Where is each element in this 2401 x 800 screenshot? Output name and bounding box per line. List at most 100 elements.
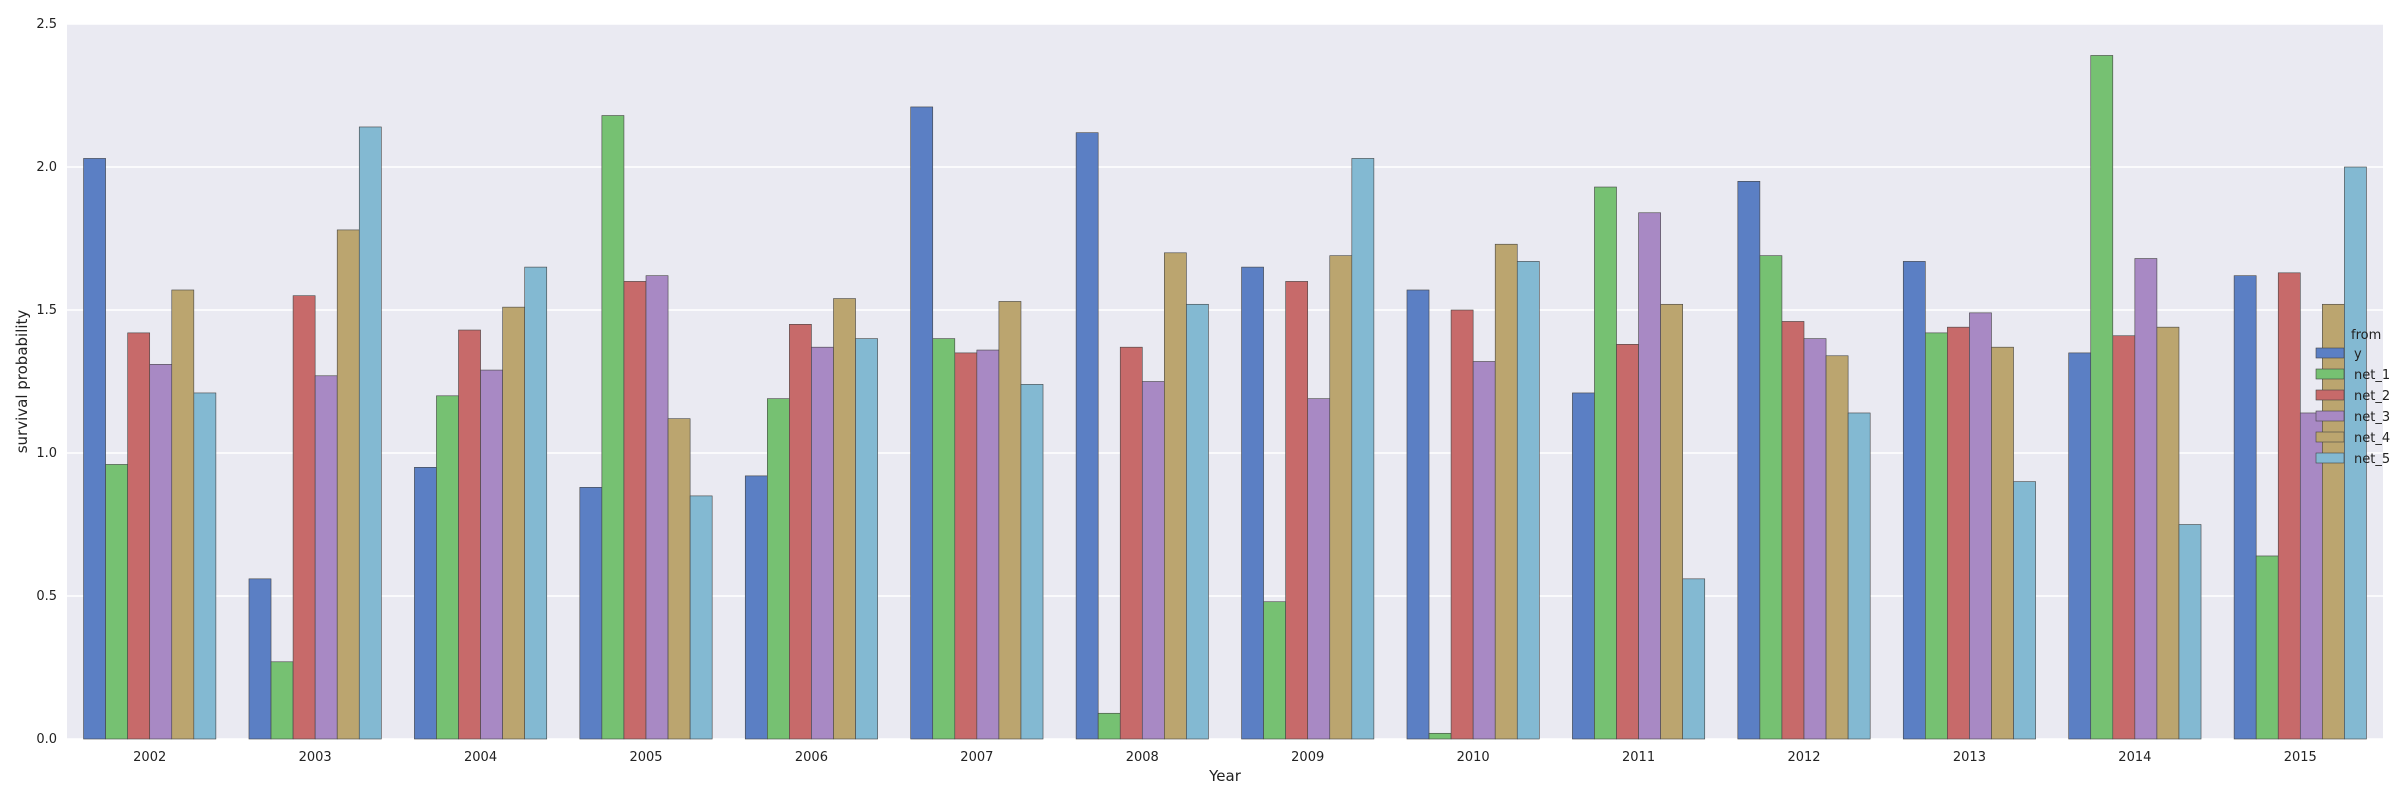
bar-net_2-2010 bbox=[1450, 309, 1474, 740]
bar-net_2-2012 bbox=[1781, 321, 1805, 740]
y-axis-ticks: 0.0 0.5 1.0 1.5 2.0 2.5 bbox=[36, 17, 57, 747]
y-tick-label: 1.5 bbox=[36, 303, 57, 318]
bar-y-2011 bbox=[1572, 392, 1595, 740]
legend-label-net_4: net_4 bbox=[2354, 431, 2390, 446]
bar-net_4-2007 bbox=[998, 301, 1022, 740]
legend-swatch-net_5 bbox=[2315, 452, 2345, 464]
bar-net_5-2003 bbox=[358, 126, 382, 740]
x-tick-label: 2006 bbox=[795, 750, 828, 765]
bar-y-2009 bbox=[1241, 266, 1264, 740]
legend-label-net_5: net_5 bbox=[2354, 452, 2390, 467]
bar-net_3-2006 bbox=[811, 346, 834, 740]
bar-net_5-2013 bbox=[2013, 481, 2036, 740]
bar-net_1-2004 bbox=[436, 395, 459, 740]
bar-net_4-2011 bbox=[1660, 303, 1683, 740]
bar-net_4-2009 bbox=[1329, 255, 1353, 740]
bar-net_2-2009 bbox=[1285, 281, 1309, 740]
bar-y-2004 bbox=[414, 466, 437, 740]
bar-net_4-2004 bbox=[502, 306, 525, 740]
bar-net_3-2012 bbox=[1803, 338, 1827, 740]
legend-label-net_1: net_1 bbox=[2354, 368, 2390, 383]
bar-y-2010 bbox=[1406, 289, 1430, 740]
bar-net_1-2003 bbox=[270, 661, 294, 740]
legend-label-net_2: net_2 bbox=[2354, 389, 2390, 404]
x-tick-label: 2005 bbox=[629, 750, 662, 765]
x-tick-label: 2015 bbox=[2284, 750, 2317, 765]
bar-net_4-2006 bbox=[833, 298, 856, 740]
bar-net_5-2007 bbox=[1020, 384, 1044, 740]
bar-net_1-2006 bbox=[767, 398, 790, 740]
legend-swatch-net_1 bbox=[2315, 368, 2345, 380]
x-tick-label: 2003 bbox=[299, 750, 332, 765]
bar-net_4-2013 bbox=[1991, 346, 2014, 740]
bar-net_2-2008 bbox=[1119, 346, 1143, 740]
bar-net_5-2005 bbox=[689, 495, 713, 740]
x-tick-label: 2004 bbox=[464, 750, 497, 765]
y-tick-label: 0.5 bbox=[36, 589, 57, 604]
bar-net_5-2015 bbox=[2344, 166, 2367, 740]
x-tick-label: 2009 bbox=[1291, 750, 1324, 765]
x-tick-label: 2002 bbox=[133, 750, 166, 765]
bar-net_4-2008 bbox=[1164, 252, 1187, 740]
bar-y-2008 bbox=[1075, 132, 1099, 740]
bar-y-2015 bbox=[2233, 275, 2257, 740]
x-axis-ticks: 2002 2003 2004 2005 2006 2007 2008 2009 2010 2011… bbox=[133, 750, 2317, 765]
bar-net_2-2004 bbox=[458, 329, 481, 740]
bar-y-2006 bbox=[744, 475, 768, 740]
bar-net_1-2007 bbox=[932, 338, 956, 740]
bar-net_2-2013 bbox=[1947, 326, 1970, 740]
bar-y-2003 bbox=[248, 578, 272, 740]
y-tick-label: 2.5 bbox=[36, 17, 57, 32]
legend-swatch-y bbox=[2315, 347, 2345, 359]
bar-net_4-2003 bbox=[336, 229, 360, 740]
bar-net_5-2006 bbox=[855, 338, 878, 740]
bar-net_2-2011 bbox=[1616, 344, 1639, 740]
bar-net_2-2014 bbox=[2112, 335, 2136, 740]
bar-net_1-2002 bbox=[105, 464, 128, 740]
bar-net_4-2002 bbox=[171, 289, 195, 740]
bar-net_4-2012 bbox=[1825, 355, 1849, 740]
legend-swatch-net_3 bbox=[2315, 410, 2345, 422]
bar-net_1-2014 bbox=[2090, 55, 2114, 740]
y-tick-label: 0.0 bbox=[36, 732, 57, 747]
x-tick-label: 2010 bbox=[1457, 750, 1490, 765]
bar-net_2-2006 bbox=[789, 323, 812, 740]
bar-net_2-2007 bbox=[954, 352, 978, 740]
bar-y-2002 bbox=[83, 158, 106, 740]
bar-net_1-2009 bbox=[1263, 601, 1286, 740]
x-tick-label: 2014 bbox=[2118, 750, 2151, 765]
bar-y-2013 bbox=[1902, 261, 1926, 740]
bar-net_5-2004 bbox=[524, 266, 548, 740]
bar-net_2-2005 bbox=[623, 281, 647, 740]
bar-net_1-2012 bbox=[1759, 255, 1783, 740]
bar-net_3-2009 bbox=[1307, 398, 1331, 740]
legend-label-net_3: net_3 bbox=[2354, 410, 2390, 425]
x-tick-label: 2007 bbox=[960, 750, 993, 765]
y-tick-label: 2.0 bbox=[36, 160, 57, 175]
bar-y-2007 bbox=[910, 106, 934, 740]
bar-net_3-2014 bbox=[2134, 258, 2158, 740]
bar-net_5-2009 bbox=[1351, 158, 1375, 740]
bar-net_3-2013 bbox=[1969, 312, 1992, 740]
bar-net_3-2011 bbox=[1638, 212, 1661, 740]
bar-net_4-2014 bbox=[2156, 326, 2180, 740]
bar-net_3-2003 bbox=[314, 375, 338, 740]
bar-net_1-2015 bbox=[2255, 555, 2279, 740]
y-tick-label: 1.0 bbox=[36, 446, 57, 461]
bar-net_2-2015 bbox=[2277, 272, 2301, 740]
bar-net_5-2014 bbox=[2178, 524, 2202, 740]
bar-net_3-2007 bbox=[976, 349, 1000, 740]
bar-y-2005 bbox=[579, 487, 603, 740]
bar-net_3-2002 bbox=[149, 364, 173, 740]
bar-net_3-2005 bbox=[645, 275, 669, 740]
bar-net_4-2005 bbox=[667, 418, 691, 740]
legend-title: from bbox=[2351, 328, 2381, 343]
bar-net_5-2011 bbox=[1682, 578, 1706, 740]
bar-net_5-2002 bbox=[193, 392, 217, 740]
bar-net_5-2012 bbox=[1847, 412, 1871, 740]
x-tick-label: 2011 bbox=[1622, 750, 1655, 765]
legend: from y net_1 net_2 net_3 net_4 net_5 bbox=[2315, 328, 2390, 467]
bar-net_3-2004 bbox=[480, 369, 503, 740]
x-tick-label: 2012 bbox=[1787, 750, 1820, 765]
